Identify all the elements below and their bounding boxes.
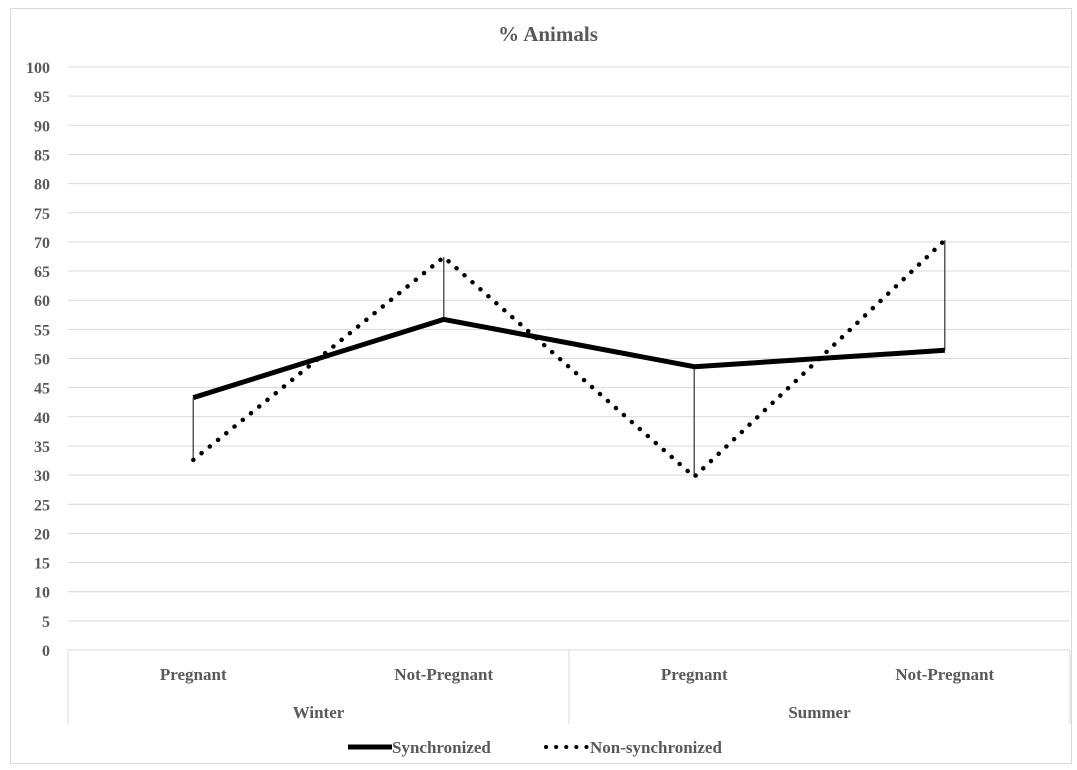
series-line-synchronized [192, 316, 945, 400]
y-tick-label-70: 70 [34, 235, 50, 252]
y-tick-label-65: 65 [34, 264, 50, 281]
y-tick-label-40: 40 [34, 410, 50, 427]
y-axis-tick-labels: 0 5 10 15 20 25 30 35 40 45 50 55 60 65 70 75 80 85 90 95 10… [26, 60, 50, 660]
legend-label-non-synchronized: Non-synchronized [590, 738, 722, 757]
gridlines [68, 66, 1070, 651]
x-tick-label: Not-Pregnant [394, 665, 493, 684]
y-tick-label-45: 45 [34, 381, 50, 398]
y-tick-label-100: 100 [26, 60, 50, 77]
y-tick-label-60: 60 [34, 293, 50, 310]
y-tick-label-90: 90 [34, 118, 50, 135]
y-tick-label-15: 15 [34, 556, 50, 573]
high-low-lines [192, 240, 946, 477]
y-tick-label-55: 55 [34, 322, 50, 339]
group-label-winter: Winter [293, 703, 345, 722]
chart-title: % Animals [498, 22, 598, 46]
y-tick-label-0: 0 [42, 643, 50, 660]
y-tick-label-80: 80 [34, 177, 50, 194]
legend-label-synchronized: Synchronized [392, 738, 491, 757]
y-tick-label-95: 95 [34, 89, 50, 106]
x-tick-label: Pregnant [661, 665, 728, 684]
y-tick-label-50: 50 [34, 352, 50, 369]
series-lines [191, 237, 948, 480]
y-tick-label-85: 85 [34, 147, 50, 164]
category-axis: Pregnant Not-Pregnant Pregnant Not-Pregnant… [67, 650, 1071, 724]
y-tick-label-75: 75 [34, 206, 50, 223]
y-tick-label-25: 25 [34, 497, 50, 514]
x-tick-label: Pregnant [160, 665, 227, 684]
chart-frame [10, 8, 1072, 764]
y-tick-label-35: 35 [34, 439, 50, 456]
y-tick-label-5: 5 [42, 614, 50, 631]
y-tick-label-10: 10 [34, 585, 50, 602]
x-tick-label: Not-Pregnant [895, 665, 994, 684]
y-tick-label-20: 20 [34, 526, 50, 543]
group-label-summer: Summer [788, 703, 851, 722]
legend: Synchronized Non-synchronized [348, 738, 722, 757]
y-tick-label-30: 30 [34, 468, 50, 485]
